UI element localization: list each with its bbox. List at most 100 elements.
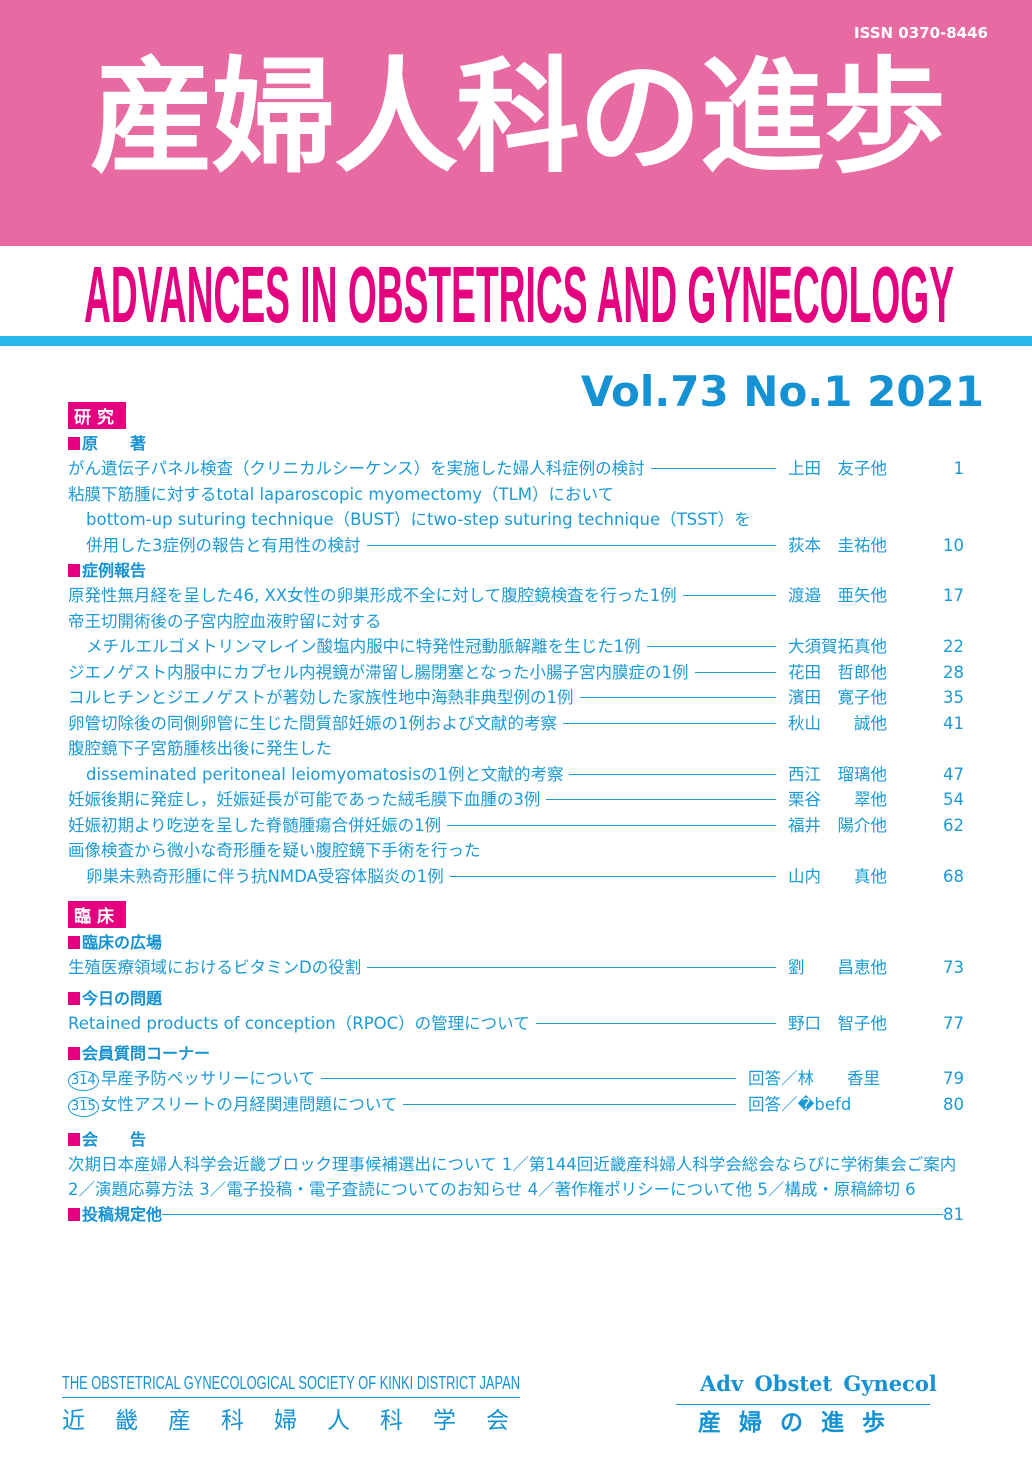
leader-rule — [320, 1066, 736, 1079]
toc-entry-line[interactable]: disseminated peritoneal leiomyomatosisの1… — [68, 762, 964, 788]
entry-author: 渡邉 亜矢他 — [788, 586, 887, 605]
entry-author: 西江 瑠璃他 — [788, 764, 887, 784]
leader-rule — [563, 711, 776, 724]
rules-page: 81 — [943, 1205, 964, 1224]
rules-label: 投稿規定他 — [68, 1202, 162, 1227]
toc-entry-line[interactable]: 卵巣未熟奇形腫に伴う抗NMDA受容体脳炎の1例 山内 真他 68 — [68, 864, 964, 890]
entry-title: disseminated peritoneal leiomyomatosisの1… — [86, 764, 564, 784]
entry-page: 54 — [943, 790, 964, 809]
toc-entry-line[interactable]: 妊娠初期より吃逆を呈した脊髄腫瘍合併妊娠の1例 福井 陽介他 62 — [68, 813, 964, 839]
leader-rule — [646, 634, 776, 647]
entry-page: 80 — [943, 1094, 964, 1114]
entry-author: 濱田 寛子他 — [788, 688, 887, 707]
entry-author: 野口 智子他 — [788, 1013, 887, 1033]
leader-rule — [579, 685, 776, 698]
section-research: 研究 — [68, 402, 126, 429]
entry-title: 原発性無月経を呈した46, XX女性の卵巣形成不全に対して腹腔鏡検査を行った1例 — [68, 586, 677, 605]
entry-page: 79 — [943, 1069, 964, 1088]
leader-rule — [694, 660, 776, 673]
divider — [0, 336, 1032, 346]
toc-entry-line: 腹腔鏡下子宮筋腫核出後に発生した — [68, 736, 964, 762]
entry-author: 劉 昌恵他 — [788, 958, 887, 977]
leader-rule — [569, 762, 776, 775]
toc-entry-line: bottom-up suturing technique（BUST）にtwo-s… — [68, 507, 964, 533]
entry-page: 68 — [943, 866, 964, 886]
entry-title: メチルエルゴメトリンマレイン酸塩内服中に特発性冠動脈解離を生じた1例 — [86, 637, 641, 656]
toc-entry-line: 粘膜下筋腫に対するtotal laparoscopic myomectomy（T… — [68, 482, 964, 508]
leader-rule — [682, 583, 776, 596]
volume: Vol.73 No.1 2021 — [580, 367, 984, 416]
entry-page: 1 — [953, 459, 965, 478]
subsection-notice: 会 告 — [68, 1127, 964, 1152]
footer-rule-right — [676, 1404, 930, 1405]
toc-entry-line[interactable]: Retained products of conception（RPOC）の管理… — [68, 1011, 964, 1037]
entry-title: 腹腔鏡下子宮筋腫核出後に発生した — [68, 739, 332, 758]
entry-page: 73 — [943, 958, 964, 977]
entry-page: 10 — [943, 535, 964, 555]
toc-entry-line: 帝王切開術後の子宮内腔血液貯留に対する — [68, 609, 964, 635]
toc-entry[interactable]: 315 女性アスリートの月経関連問題について 回答／�befd 80 — [68, 1092, 964, 1118]
leader-rule — [162, 1202, 943, 1215]
entry-title: 画像検査から微小な奇形腫を疑い腹腔鏡下手術を行った — [68, 841, 481, 860]
journal-title-en-wrap: ADVANCES IN OBSTETRICS AND GYNECOLOGY — [84, 252, 954, 334]
toc-entry-line[interactable]: 卵管切除後の同側卵管に生じた間質部妊娠の1例および文献的考察 秋山 誠他 41 — [68, 711, 964, 737]
entry-page: 62 — [943, 815, 964, 835]
entry-author: 山内 真他 — [788, 866, 887, 886]
section-clinical: 臨床 — [68, 901, 126, 928]
toc-entry-line[interactable]: メチルエルゴメトリンマレイン酸塩内服中に特発性冠動脈解離を生じた1例 大須賀拓真他… — [68, 634, 964, 660]
leader-rule — [403, 1092, 736, 1105]
toc-entry-line[interactable]: 併用した3症例の報告と有用性の検討 荻本 圭祐他 10 — [68, 533, 964, 559]
subsection-forum: 臨床の広場 — [68, 930, 964, 955]
entry-title: がん遺伝子パネル検査（クリニカルシーケンス）を実施した婦人科症例の検討 — [68, 459, 645, 478]
entry-page: 17 — [943, 586, 964, 605]
entry-author: 回答／林 香里 — [748, 1069, 880, 1088]
entry-number: 315 — [68, 1096, 99, 1117]
entry-author: 大須賀拓真他 — [788, 637, 887, 656]
entry-page: 41 — [943, 713, 964, 733]
entry-title: 315 女性アスリートの月経関連問題について — [68, 1092, 397, 1118]
entry-title: 粘膜下筋腫に対するtotal laparoscopic myomectomy（T… — [68, 484, 615, 504]
subsection-original: 原 著 — [68, 431, 964, 456]
entry-author: 花田 哲郎他 — [788, 662, 887, 682]
journal-title-en: ADVANCES IN OBSTETRICS AND GYNECOLOGY — [84, 252, 954, 334]
header-band: ISSN 0370-8446 産婦人科の進歩 — [0, 0, 1032, 246]
society-jp: 近畿産科婦人科学会 — [62, 1408, 539, 1434]
journal-abbr: Adv Obstet Gynecol — [700, 1371, 937, 1396]
leader-rule — [535, 1011, 776, 1024]
entry-title-text: 女性アスリートの月経関連問題について — [100, 1094, 398, 1114]
entry-page: 47 — [943, 764, 964, 784]
entry-number: 314 — [68, 1071, 99, 1091]
toc-entry-line[interactable]: 生殖医療領域におけるビタミンDの役割 劉 昌恵他 73 — [68, 955, 964, 981]
entry-author: 上田 友子他 — [788, 459, 887, 478]
entry-author: 栗谷 翠他 — [788, 790, 887, 809]
entry-title: 314 早産予防ペッサリーについて — [68, 1066, 315, 1092]
subsection-case: 症例報告 — [68, 558, 964, 583]
entry-title: 卵管切除後の同側卵管に生じた間質部妊娠の1例および文献的考察 — [68, 713, 557, 733]
toc-entry[interactable]: 314 早産予防ペッサリーについて 回答／林 香里 79 — [68, 1066, 964, 1092]
leader-rule — [366, 533, 776, 546]
leader-rule — [449, 864, 776, 877]
entry-title: 帝王切開術後の子宮内腔血液貯留に対する — [68, 611, 382, 631]
toc-entry-line[interactable]: がん遺伝子パネル検査（クリニカルシーケンス）を実施した婦人科症例の検討 上田 友子… — [68, 456, 964, 482]
entry-title: 併用した3症例の報告と有用性の検討 — [86, 535, 361, 555]
entry-author: 荻本 圭祐他 — [788, 535, 887, 555]
toc-entry-line[interactable]: コルヒチンとジエノゲストが著効した家族性地中海熱非典型例の1例 濱田 寛子他 35 — [68, 685, 964, 711]
issn: ISSN 0370-8446 — [853, 24, 988, 42]
rules-entry[interactable]: 投稿規定他 81 — [68, 1202, 964, 1228]
entry-title: ジエノゲスト内服中にカプセル内視鏡が滞留し腸閉塞となった小腸子宮内膜症の1例 — [68, 662, 689, 682]
toc-entry-line[interactable]: 原発性無月経を呈した46, XX女性の卵巣形成不全に対して腹腔鏡検査を行った1例… — [68, 583, 964, 609]
leader-rule — [546, 787, 776, 800]
leader-rule — [367, 955, 776, 968]
journal-abbr-jp: 産婦の進歩 — [698, 1409, 903, 1436]
entry-title: bottom-up suturing technique（BUST）にtwo-s… — [86, 510, 751, 529]
entry-title: 卵巣未熟奇形腫に伴う抗NMDA受容体脳炎の1例 — [86, 866, 444, 886]
entry-title: 妊娠後期に発症し，妊娠延長が可能であった絨毛膜下血腫の3例 — [68, 790, 541, 809]
leader-rule — [650, 456, 776, 469]
entry-page: 22 — [943, 637, 964, 656]
society-en-wrap: THE OBSTETRICAL GYNECOLOGICAL SOCIETY OF… — [62, 1370, 520, 1394]
toc-entry-line[interactable]: 妊娠後期に発症し，妊娠延長が可能であった絨毛膜下血腫の3例 栗谷 翠他 54 — [68, 787, 964, 813]
toc-entry-line[interactable]: ジエノゲスト内服中にカプセル内視鏡が滞留し腸閉塞となった小腸子宮内膜症の1例 花田… — [68, 660, 964, 686]
subsection-qa: 会員質問コーナー — [68, 1041, 964, 1066]
entry-author: 回答／�befd — [748, 1094, 852, 1114]
toc-entry-line: 画像検査から微小な奇形腫を疑い腹腔鏡下手術を行った — [68, 838, 964, 864]
